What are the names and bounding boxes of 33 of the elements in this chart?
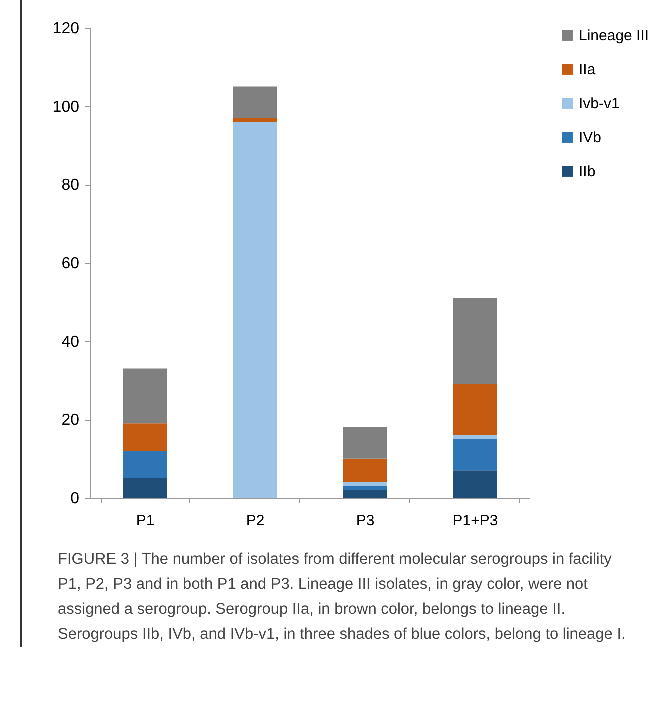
bar (343, 482, 387, 486)
bar (343, 428, 387, 459)
x-tick-label: P3 (356, 512, 375, 530)
legend-label: IIa (579, 62, 596, 78)
bar (453, 298, 497, 384)
legend-label: Ivb-v1 (579, 96, 620, 112)
bar (453, 470, 497, 498)
bar (453, 435, 497, 440)
y-tick-label: 20 (62, 412, 80, 430)
bar (453, 384, 497, 436)
caption: FIGURE 3 | The number of isolates from different molecular serogroups in facility P1, P2, P3 and in both P1 and P3. Lineage III isolates, in gray color, were not assigned a serogroup. Serogroup IIa, in brown color, belongs to lineage II. Serogroups IIb, IVb, and IVb-v1, in three shades of blue colors, belong to lineage I. (58, 550, 627, 645)
y-tick-label: 0 (70, 490, 80, 508)
bar (233, 122, 277, 498)
x-tick-label: P2 (246, 512, 265, 530)
bar (453, 439, 497, 471)
bar (343, 490, 387, 498)
legend-label: IVb (579, 130, 602, 146)
y-tick-label: 120 (52, 20, 80, 38)
bar (343, 458, 387, 482)
bar (233, 118, 277, 122)
bar (123, 451, 167, 478)
bar (123, 478, 167, 498)
bar (233, 86, 277, 118)
bar (123, 424, 167, 451)
legend-label: IIb (579, 164, 596, 180)
x-tick-label: P1 (136, 512, 155, 530)
y-tick-label: 80 (62, 177, 80, 194)
y-tick-label: 40 (62, 334, 80, 351)
y-tick-label: 60 (62, 256, 80, 272)
x-tick-label: P1+P3 (452, 512, 498, 530)
legend-label: Lineage III (579, 28, 650, 44)
y-tick-label: 100 (52, 98, 80, 116)
bar (123, 368, 167, 424)
